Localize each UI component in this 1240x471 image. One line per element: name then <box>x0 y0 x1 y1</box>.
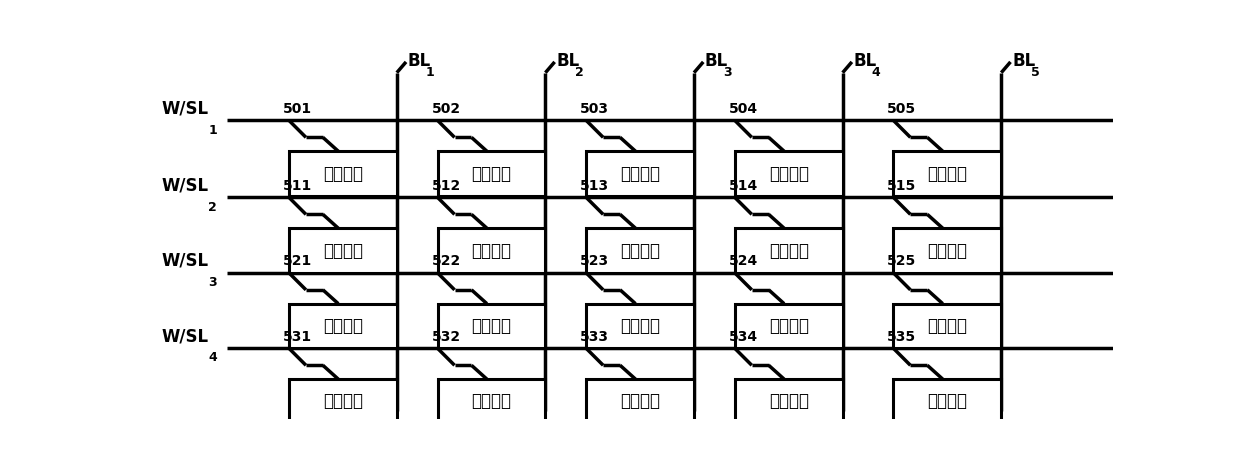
Text: 存储单元: 存储单元 <box>620 164 660 183</box>
Bar <box>587 379 694 424</box>
Bar <box>438 228 546 273</box>
Bar <box>735 379 843 424</box>
Text: 521: 521 <box>283 254 312 268</box>
Text: 503: 503 <box>580 102 609 116</box>
Bar <box>587 304 694 349</box>
Text: BL: BL <box>853 52 877 70</box>
Text: W/SL: W/SL <box>162 327 210 345</box>
Text: 514: 514 <box>729 179 758 193</box>
Text: 存储单元: 存储单元 <box>769 242 808 260</box>
Text: 存储单元: 存储单元 <box>471 164 512 183</box>
Text: 2: 2 <box>208 201 217 213</box>
Text: 存储单元: 存储单元 <box>620 317 660 335</box>
Text: 存储单元: 存储单元 <box>769 317 808 335</box>
Text: 存储单元: 存储单元 <box>620 392 660 411</box>
Text: 存储单元: 存储单元 <box>769 392 808 411</box>
Bar <box>438 379 546 424</box>
Bar <box>587 151 694 196</box>
Text: 505: 505 <box>888 102 916 116</box>
Text: 存储单元: 存储单元 <box>769 164 808 183</box>
Text: 511: 511 <box>283 179 312 193</box>
Text: 存储单元: 存储单元 <box>928 392 967 411</box>
Text: 535: 535 <box>888 330 916 344</box>
Text: 存储单元: 存储单元 <box>928 164 967 183</box>
Text: BL: BL <box>408 52 430 70</box>
Bar <box>587 228 694 273</box>
Text: 3: 3 <box>208 276 217 289</box>
Text: 存储单元: 存储单元 <box>471 392 512 411</box>
Text: 存储单元: 存储单元 <box>620 242 660 260</box>
Text: 513: 513 <box>580 179 609 193</box>
Bar <box>735 304 843 349</box>
Text: 存储单元: 存储单元 <box>322 164 363 183</box>
Text: 4: 4 <box>872 66 880 79</box>
Text: 533: 533 <box>580 330 609 344</box>
Text: 2: 2 <box>574 66 583 79</box>
Text: 501: 501 <box>283 102 312 116</box>
Text: 存储单元: 存储单元 <box>471 242 512 260</box>
Text: W/SL: W/SL <box>162 176 210 195</box>
Bar <box>289 304 397 349</box>
Text: 523: 523 <box>580 254 609 268</box>
Text: 存储单元: 存储单元 <box>322 242 363 260</box>
Text: 522: 522 <box>432 254 461 268</box>
Text: 5: 5 <box>1030 66 1039 79</box>
Text: W/SL: W/SL <box>162 99 210 117</box>
Bar <box>894 228 1001 273</box>
Bar <box>894 379 1001 424</box>
Text: 534: 534 <box>729 330 758 344</box>
Text: 525: 525 <box>888 254 916 268</box>
Text: 4: 4 <box>208 351 217 365</box>
Bar <box>438 304 546 349</box>
Bar <box>894 304 1001 349</box>
Text: 存储单元: 存储单元 <box>322 392 363 411</box>
Bar <box>735 151 843 196</box>
Text: 存储单元: 存储单元 <box>471 317 512 335</box>
Bar <box>894 151 1001 196</box>
Text: 1: 1 <box>208 123 217 137</box>
Text: 524: 524 <box>729 254 758 268</box>
Text: 存储单元: 存储单元 <box>322 317 363 335</box>
Bar <box>289 228 397 273</box>
Bar <box>289 151 397 196</box>
Bar <box>289 379 397 424</box>
Text: BL: BL <box>1012 52 1035 70</box>
Text: W/SL: W/SL <box>162 252 210 270</box>
Text: 532: 532 <box>432 330 460 344</box>
Text: BL: BL <box>704 52 728 70</box>
Text: BL: BL <box>557 52 579 70</box>
Text: 存储单元: 存储单元 <box>928 242 967 260</box>
Bar <box>735 228 843 273</box>
Text: 3: 3 <box>723 66 732 79</box>
Text: 504: 504 <box>729 102 758 116</box>
Text: 515: 515 <box>888 179 916 193</box>
Text: 531: 531 <box>283 330 312 344</box>
Text: 1: 1 <box>427 66 435 79</box>
Bar <box>438 151 546 196</box>
Text: 512: 512 <box>432 179 461 193</box>
Text: 存储单元: 存储单元 <box>928 317 967 335</box>
Text: 502: 502 <box>432 102 460 116</box>
